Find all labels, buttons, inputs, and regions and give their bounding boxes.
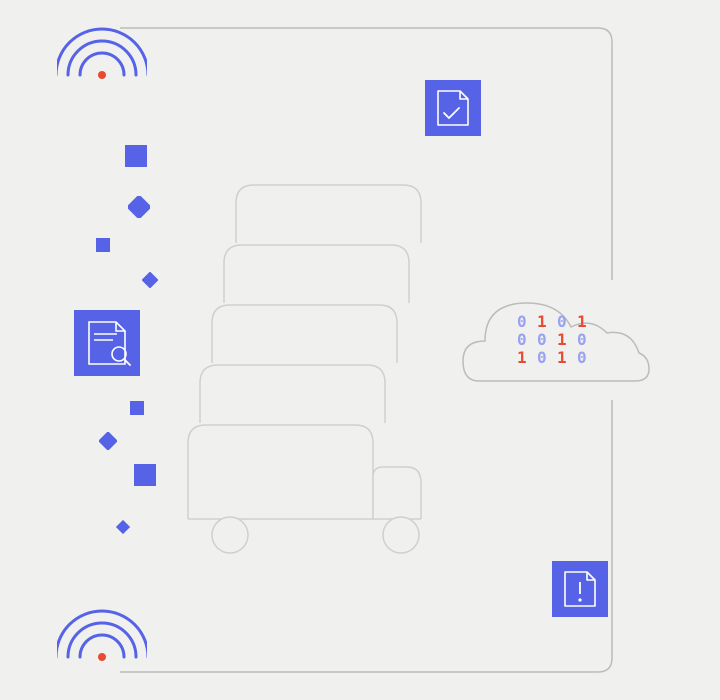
binary-digit: 0 bbox=[517, 312, 527, 331]
binary-digit: 1 bbox=[517, 348, 527, 367]
doc-search-icon bbox=[74, 310, 140, 376]
binary-digit: 0 bbox=[537, 348, 547, 367]
wifi-icon bbox=[57, 585, 147, 675]
binary-digit: 1 bbox=[557, 348, 567, 367]
doc-alert-icon bbox=[552, 561, 608, 617]
binary-digit: 1 bbox=[577, 312, 587, 331]
doc-check-icon bbox=[425, 80, 481, 136]
binary-digit: 0 bbox=[557, 312, 567, 331]
binary-digit: 1 bbox=[557, 330, 567, 349]
decor-shape bbox=[128, 399, 146, 417]
decor-shape bbox=[99, 432, 117, 450]
decor-shape bbox=[94, 236, 112, 254]
decor-shape bbox=[142, 272, 158, 288]
wifi-icon bbox=[57, 3, 147, 93]
decor-shape bbox=[128, 196, 150, 218]
decor-shape bbox=[116, 520, 130, 534]
binary-digit: 0 bbox=[537, 330, 547, 349]
binary-digit: 0 bbox=[577, 348, 587, 367]
decor-shape bbox=[123, 143, 149, 169]
binary-digit: 1 bbox=[537, 312, 547, 331]
cloud-icon: 010100101010 bbox=[455, 265, 665, 405]
decor-shape bbox=[132, 462, 158, 488]
binary-digit: 0 bbox=[577, 330, 587, 349]
binary-digit: 0 bbox=[517, 330, 527, 349]
